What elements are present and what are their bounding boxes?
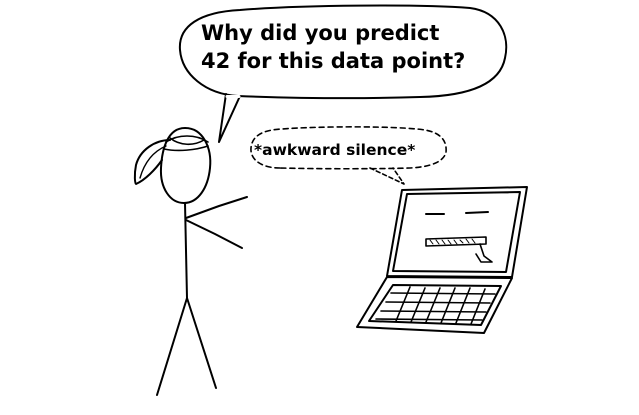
thought-bubble: *awkward silence* [250,126,447,185]
figure-leg-left [156,297,188,396]
laptop-keyboard-area [368,284,502,326]
figure-ponytail [133,139,171,185]
figure-neck-body [184,202,188,299]
figure-hair [163,135,209,152]
figure-arm-lower [185,219,243,249]
speech-bubble: Why did you predict 42 for this data poi… [178,4,508,143]
screen-eye-right [465,211,489,214]
speech-line-1: Why did you predict [201,21,439,45]
speech-line-2: 42 for this data point? [201,49,465,73]
figure-leg-right [186,297,217,389]
screen-loading-bar [425,236,487,247]
laptop-screen [392,191,521,273]
laptop-lid-outer [386,186,528,278]
figure-arm-upper [185,196,248,219]
thought-bubble-tail [369,167,405,185]
thought-text: *awkward silence* [254,141,415,159]
stick-figure [133,127,248,396]
speech-bubble-tail [218,93,241,143]
laptop-base [356,276,513,334]
laptop [356,186,528,334]
keyboard-cols [395,286,486,325]
keyboard-rows [375,292,496,321]
screen-loading-fill [429,238,476,245]
thought-bubble-outline [250,126,447,170]
figure-ponytail-inner [139,145,167,179]
screen-tilde [475,243,493,263]
speech-bubble-outline [178,4,508,100]
